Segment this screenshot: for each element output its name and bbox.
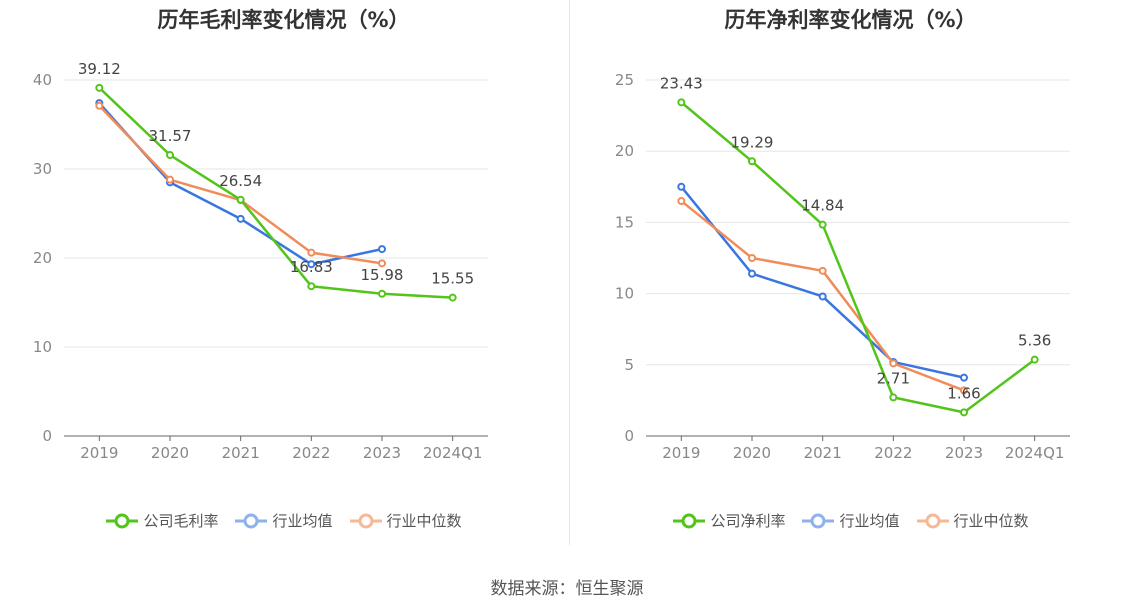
x-tick-label: 2023: [363, 444, 401, 462]
series-line: [680, 186, 965, 379]
x-tick-label: 2022: [292, 444, 330, 462]
data-point: [677, 197, 686, 206]
data-point: [818, 220, 827, 229]
data-label: 15.55: [431, 270, 474, 288]
chart-title: 历年净利率变化情况（%）: [724, 8, 977, 32]
net-margin-chart: 0 5 10 15 20 25 2019 2020 2021 2022 2023 2024Q1 23.4…: [615, 71, 1070, 462]
data-label: 19.29: [731, 133, 774, 151]
y-tick-label: 0: [42, 427, 52, 445]
x-tick-label: 2024Q1: [423, 444, 483, 462]
data-point: [307, 248, 316, 257]
legend-label: 行业均值: [839, 512, 900, 530]
data-point: [307, 260, 316, 269]
chart-legend: 公司毛利率 行业均值 行业中位数: [0, 510, 567, 531]
net-margin-panel: 历年净利率变化情况（%） 0 5 10 15 20 25 2019 2020 2021 2022 2…: [567, 0, 1134, 560]
data-point: [95, 101, 104, 110]
x-tick-label: 2019: [80, 444, 118, 462]
data-point: [677, 98, 686, 107]
legend-marker-icon: [673, 513, 706, 528]
legend-label: 公司毛利率: [143, 512, 219, 530]
y-tick-label: 15: [615, 213, 634, 231]
legend-item-industry-mean[interactable]: 行业均值: [234, 510, 333, 531]
y-tick-label: 10: [33, 338, 52, 356]
x-tick-label: 2021: [804, 444, 842, 462]
data-label: 31.57: [149, 127, 192, 145]
data-point: [166, 151, 174, 160]
legend-item-industry-median[interactable]: 行业中位数: [349, 510, 462, 531]
data-point: [677, 182, 686, 191]
data-point: [889, 393, 898, 402]
data-point: [307, 282, 316, 291]
data-source-note: 数据来源：恒生聚源: [490, 579, 644, 599]
y-tick-label: 30: [33, 160, 52, 178]
data-point: [378, 289, 386, 298]
data-label: 23.43: [660, 74, 703, 92]
x-tick-label: 2024Q1: [1005, 444, 1065, 462]
series-line: [680, 101, 1036, 414]
data-point: [889, 359, 898, 368]
y-tick-label: 10: [615, 285, 634, 303]
data-point: [236, 195, 245, 204]
data-point: [960, 373, 968, 382]
data-point: [748, 157, 756, 166]
data-point: [448, 293, 457, 302]
data-point: [960, 408, 968, 417]
data-label: 2.71: [877, 369, 910, 387]
legend-marker-icon: [106, 513, 139, 528]
x-tick-label: 2022: [874, 444, 912, 462]
x-tick-label: 2023: [945, 444, 983, 462]
legend-label: 行业中位数: [386, 512, 462, 530]
data-label: 5.36: [1018, 332, 1051, 350]
data-label: 15.98: [361, 266, 404, 284]
data-point: [960, 386, 968, 395]
data-point: [378, 245, 386, 254]
legend-item-industry-mean[interactable]: 行业均值: [801, 510, 900, 531]
y-tick-label: 25: [615, 71, 634, 89]
data-point: [818, 266, 827, 275]
chart-legend: 公司净利率 行业均值 行业中位数: [567, 510, 1134, 531]
legend-item-company[interactable]: 公司净利率: [672, 510, 785, 531]
series-line: [98, 86, 453, 299]
data-point: [748, 269, 756, 278]
data-label: 16.83: [290, 258, 333, 276]
y-tick-label: 20: [615, 142, 634, 160]
x-tick-label: 2020: [151, 444, 189, 462]
y-tick-label: 40: [33, 71, 52, 89]
legend-item-industry-median[interactable]: 行业中位数: [916, 510, 1029, 531]
data-label: 14.84: [801, 197, 844, 215]
data-label: 26.54: [219, 172, 262, 190]
data-point: [236, 214, 245, 223]
data-point: [1030, 355, 1039, 364]
x-tick-label: 2019: [662, 444, 700, 462]
legend-marker-icon: [916, 513, 949, 528]
legend-marker-icon: [802, 513, 835, 528]
chart-title: 历年毛利率变化情况（%）: [157, 8, 410, 32]
legend-item-company[interactable]: 公司毛利率: [105, 510, 218, 531]
legend-label: 公司净利率: [710, 512, 786, 530]
y-tick-label: 20: [33, 249, 52, 267]
panel-divider: [569, 0, 570, 545]
legend-marker-icon: [235, 513, 268, 528]
data-point: [748, 254, 756, 262]
x-tick-label: 2020: [733, 444, 771, 462]
legend-label: 行业中位数: [953, 512, 1029, 530]
data-label: 1.66: [947, 384, 980, 402]
gross-margin-panel: 历年毛利率变化情况（%） 0 10 20 30 40 2019 2020 2021 2022 20…: [0, 0, 567, 560]
data-point: [818, 292, 827, 301]
legend-label: 行业均值: [272, 512, 333, 530]
legend-marker-icon: [349, 513, 382, 528]
gross-margin-chart: 0 10 20 30 40 2019 2020 2021 2022 2023 2024Q1 39.12…: [33, 60, 488, 462]
data-point: [166, 175, 174, 184]
data-point: [378, 259, 386, 268]
y-tick-label: 5: [624, 356, 634, 374]
y-tick-label: 0: [624, 427, 634, 445]
data-point: [95, 83, 104, 92]
data-label: 39.12: [78, 60, 121, 78]
x-tick-label: 2021: [222, 444, 260, 462]
